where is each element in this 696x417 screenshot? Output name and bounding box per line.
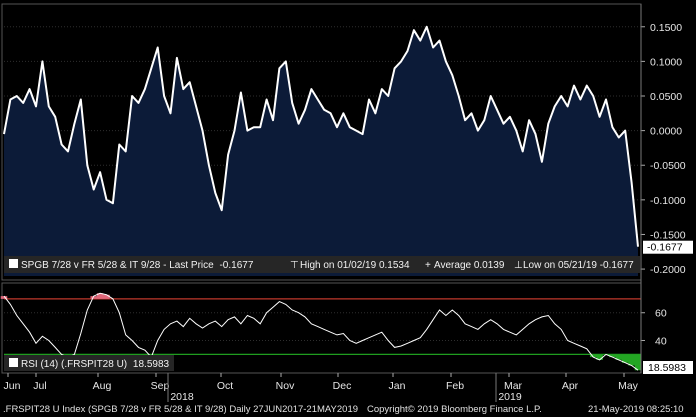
svg-text:SPGB 7/28 v FR 5/28 & IT 9/28: SPGB 7/28 v FR 5/28 & IT 9/28 - Last Pri… [21, 260, 254, 271]
x-tick-label: Nov [276, 380, 295, 392]
x-year-label: 2018 [170, 391, 194, 403]
footer: .FRSPIT28 U Index (SPGB 7/28 v FR 5/28 &… [3, 404, 684, 415]
rsi-y-tick-label: 40 [655, 335, 667, 347]
x-tick-label: Jul [33, 380, 46, 392]
x-tick-label: Feb [446, 380, 464, 392]
rsi-legend: RSI (14) (.FRSPIT28 U) 18.5983 [4, 355, 174, 371]
price-y-tick-label: 0.0000 [650, 126, 682, 138]
legend-high-icon: ⊤ [290, 260, 299, 271]
legend-swatch-price [9, 259, 18, 268]
legend-main-last: -0.1677 [219, 260, 253, 271]
rsi-last-box: 18.5983 [643, 361, 693, 374]
x-axis: Jun Jul Aug Sep Oct Nov Dec Jan Feb Mar Apr May 2018… [4, 4, 642, 403]
price-y-tick-label: -0.0500 [650, 160, 686, 172]
x-tick-label: Mar [504, 380, 523, 392]
footer-security: .FRSPIT28 U Index (SPGB 7/28 v FR 5/28 &… [3, 404, 358, 415]
price-y-tick-label: 0.1500 [650, 22, 682, 34]
x-year-label: 2019 [498, 391, 522, 403]
legend-low-icon: ⊥ [514, 260, 523, 271]
price-y-tick-label: 0.0500 [650, 91, 682, 103]
price-y-tick-label: -0.1000 [650, 195, 686, 207]
rsi-y-axis: 60 40 [641, 308, 667, 347]
footer-copyright: Copyright© 2019 Bloomberg Finance L.P. [367, 404, 542, 415]
price-y-tick-label: -0.2000 [650, 264, 686, 276]
price-y-tick-label: 0.1000 [650, 56, 682, 68]
price-y-tick-label: -0.1500 [650, 229, 686, 241]
legend-rsi-name: RSI (14) (.FRSPIT28 U) [21, 359, 127, 370]
x-tick-label: Jun [4, 380, 21, 392]
rsi-y-tick-label: 60 [655, 308, 667, 320]
legend-average-icon: + [425, 260, 431, 271]
x-tick-label: Dec [333, 380, 352, 392]
legend-swatch-rsi [9, 358, 18, 367]
x-tick-label: Oct [217, 380, 233, 392]
price-last-label: -0.1677 [647, 242, 683, 254]
rsi-last-label: 18.5983 [648, 362, 686, 374]
price-y-axis: 0.1500 0.1000 0.0500 0.0000 -0.0500 -0.1000 -0… [641, 22, 686, 276]
price-last-box: -0.1677 [643, 240, 693, 254]
x-tick-label: Sep [151, 380, 170, 392]
legend-low: Low on 05/21/19 -0.1677 [523, 260, 634, 271]
footer-timestamp: 21-May-2019 08:25:10 [588, 404, 684, 415]
x-tick-label: May [618, 380, 639, 392]
x-tick-label: Jan [389, 380, 406, 392]
rsi-grid [4, 312, 641, 341]
legend-high: High on 01/02/19 0.1534 [300, 260, 410, 271]
rsi-line [3, 292, 639, 371]
x-tick-label: Aug [93, 380, 112, 392]
x-tick-label: Apr [562, 380, 579, 392]
legend-average: Average 0.0139 [434, 260, 505, 271]
overbought-fill [0, 293, 110, 299]
price-legend: SPGB 7/28 v FR 5/28 & IT 9/28 - Last Pri… [4, 256, 640, 273]
svg-text:RSI (14) (.FRSPIT28 U) 1: RSI (14) (.FRSPIT28 U) 18.5983 [21, 359, 170, 370]
price-line [3, 25, 639, 247]
legend-main-name: SPGB 7/28 v FR 5/28 & IT 9/28 - Last Pri… [21, 260, 214, 271]
legend-rsi-last: 18.5983 [133, 359, 170, 370]
